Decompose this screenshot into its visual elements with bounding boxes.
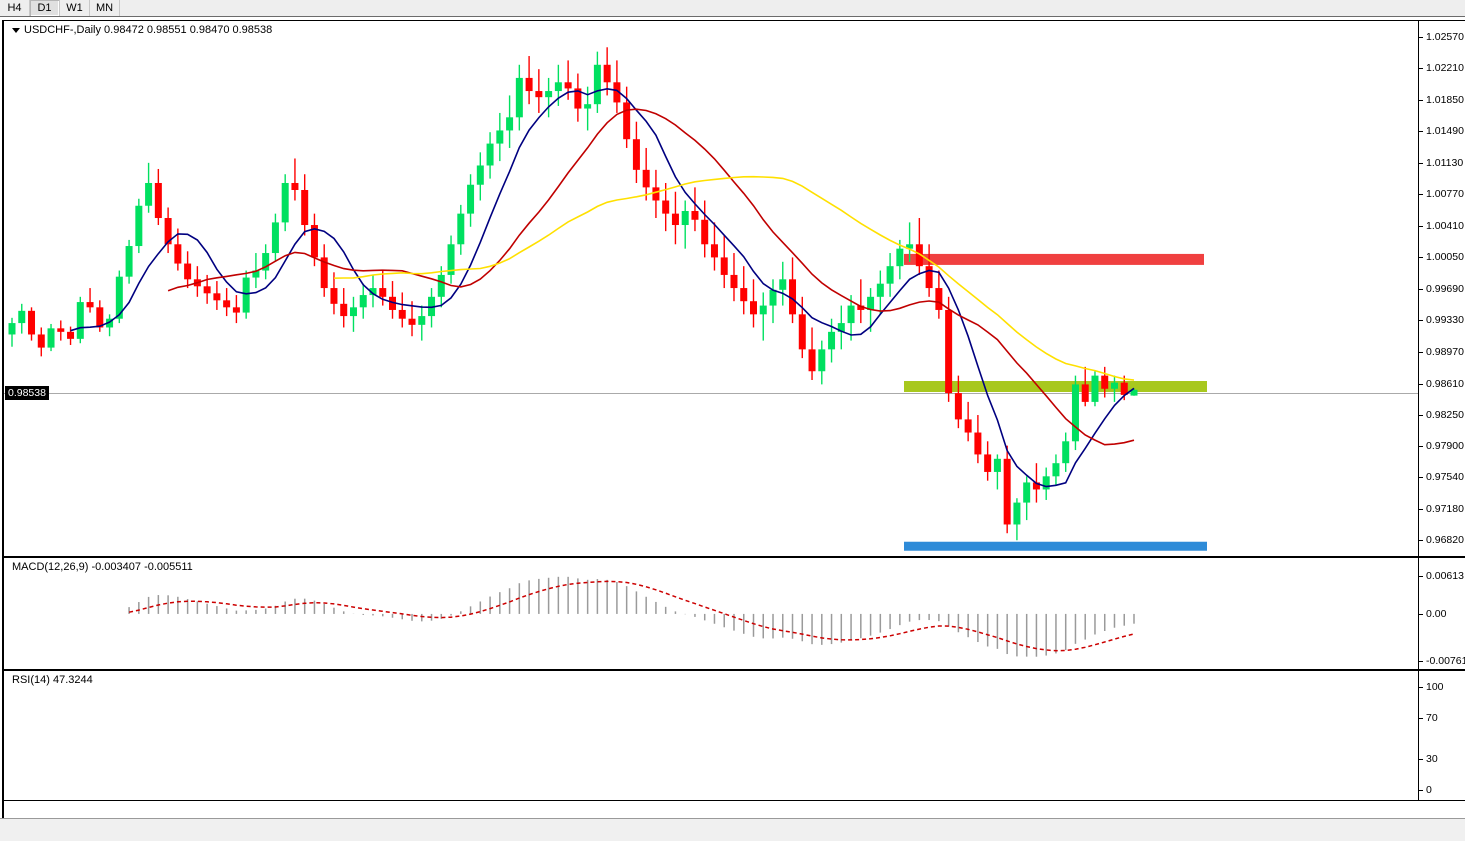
current-price-badge: 0.98538 xyxy=(5,385,49,400)
level-line-midline[interactable] xyxy=(904,381,1207,393)
macd-signal-line xyxy=(128,580,1135,652)
timeframe-mn[interactable]: MN xyxy=(90,0,120,16)
price-pane[interactable]: USDCHF-,Daily 0.98472 0.98551 0.98470 0.… xyxy=(2,20,1465,557)
price-tick-mark xyxy=(1419,36,1423,38)
price-tick-mark xyxy=(1419,288,1423,290)
collapse-triangle-icon[interactable] xyxy=(12,27,20,33)
macd-histogram xyxy=(128,576,1135,657)
price-tick-label: 1.01130 xyxy=(1426,156,1464,169)
price-tick-mark xyxy=(1419,320,1423,322)
macd-scale-separator xyxy=(1418,558,1419,669)
rsi-pane-label: RSI(14) 47.3244 xyxy=(12,674,93,686)
macd-tick-label: 0.00 xyxy=(1426,607,1447,620)
timeframe-toolbar: H4 D1 W1 MN xyxy=(0,0,1465,17)
price-pane-label: USDCHF-,Daily 0.98472 0.98551 0.98470 0.… xyxy=(12,24,273,36)
price-tick-label: 1.02210 xyxy=(1426,62,1464,75)
macd-tick-label: 0.00613 xyxy=(1426,570,1464,582)
price-tick-label: 0.97540 xyxy=(1426,471,1464,484)
price-axis-scale[interactable]: 1.02570 1.02210 1.01850 1.01490 1.01130 1.007… xyxy=(1419,21,1465,556)
price-tick-mark xyxy=(1419,477,1423,479)
price-tick-mark xyxy=(1419,225,1423,227)
ma-fast-line xyxy=(70,87,1135,488)
price-tick-mark xyxy=(1419,162,1423,164)
current-price-line xyxy=(4,392,1418,394)
rsi-tick-mark xyxy=(1419,790,1423,791)
price-tick-mark xyxy=(1419,351,1423,353)
rsi-axis-scale[interactable]: 100 70 30 0 xyxy=(1419,671,1465,800)
price-tick-label: 0.99690 xyxy=(1426,282,1464,295)
price-tick-label: 0.97180 xyxy=(1426,502,1464,515)
price-tick-label: 1.02570 xyxy=(1426,30,1464,43)
date-axis[interactable] xyxy=(2,801,1465,819)
price-tick-label: 1.00410 xyxy=(1426,219,1464,232)
rsi-tick-label: 100 xyxy=(1426,681,1444,693)
price-tick-mark xyxy=(1419,540,1423,542)
price-tick-mark xyxy=(1419,257,1423,259)
price-tick-label: 0.96820 xyxy=(1426,534,1464,547)
rsi-scale-separator xyxy=(1418,671,1419,800)
level-line-support[interactable] xyxy=(904,541,1207,551)
chart-frame: USDCHF-,Daily 0.98472 0.98551 0.98470 0.… xyxy=(0,17,1465,819)
timeframe-d1[interactable]: D1 xyxy=(30,0,60,16)
ma-slow-line xyxy=(333,175,1135,381)
price-tick-mark xyxy=(1419,68,1423,70)
macd-tick-label: -0.007612 xyxy=(1426,655,1465,667)
rsi-plot-area[interactable] xyxy=(4,671,1465,800)
price-tick-label: 0.99330 xyxy=(1426,314,1464,327)
rsi-tick-label: 30 xyxy=(1426,753,1438,766)
price-tick-label: 1.01490 xyxy=(1426,125,1464,138)
rsi-pane[interactable]: RSI(14) 47.3244 100 70 30 0 xyxy=(2,670,1465,801)
macd-pane-label: MACD(12,26,9) -0.003407 -0.005511 xyxy=(12,561,193,573)
rsi-tick-label: 0 xyxy=(1426,784,1432,796)
price-tick-mark xyxy=(1419,131,1423,133)
macd-tick-mark xyxy=(1419,613,1423,615)
timeframe-h4[interactable]: H4 xyxy=(0,0,30,16)
macd-axis-scale[interactable]: 0.00613 0.00 -0.007612 xyxy=(1419,558,1465,669)
macd-tick-mark xyxy=(1419,576,1423,577)
rsi-chart-svg xyxy=(4,671,1418,800)
price-tick-label: 1.00050 xyxy=(1426,251,1464,264)
macd-pane[interactable]: MACD(12,26,9) -0.003407 -0.005511 0.0061… xyxy=(2,557,1465,670)
macd-tick-mark xyxy=(1419,661,1423,662)
rsi-tick-mark xyxy=(1419,717,1423,719)
price-tick-label: 0.97900 xyxy=(1426,439,1464,452)
timeframe-w1[interactable]: W1 xyxy=(60,0,90,16)
ma-mid-line xyxy=(167,108,1135,446)
price-tick-mark xyxy=(1419,99,1423,101)
price-tick-label: 1.00770 xyxy=(1426,188,1464,201)
price-tick-mark xyxy=(1419,445,1423,447)
rsi-tick-mark xyxy=(1419,687,1423,688)
macd-plot-area[interactable] xyxy=(4,558,1465,669)
price-tick-label: 0.98250 xyxy=(1426,409,1464,422)
price-chart-svg xyxy=(8,47,1207,551)
level-line-resistance[interactable] xyxy=(904,253,1204,265)
price-tick-label: 0.98970 xyxy=(1426,345,1464,358)
symbol-tab-bar xyxy=(0,818,1465,841)
price-tick-mark xyxy=(1419,415,1423,417)
rsi-tick-mark xyxy=(1419,759,1423,761)
price-tick-mark xyxy=(1419,383,1423,385)
price-tick-label: 1.01850 xyxy=(1426,93,1464,106)
price-tick-mark xyxy=(1419,508,1423,510)
macd-chart-svg xyxy=(128,576,1135,657)
price-tick-label: 0.98610 xyxy=(1426,377,1464,390)
rsi-tick-label: 70 xyxy=(1426,711,1438,724)
price-tick-mark xyxy=(1419,194,1423,196)
price-plot-area[interactable] xyxy=(4,21,1465,556)
candlestick-series xyxy=(8,47,1138,541)
price-scale-separator xyxy=(1418,21,1419,556)
toolbar-empty-space xyxy=(120,0,1465,16)
